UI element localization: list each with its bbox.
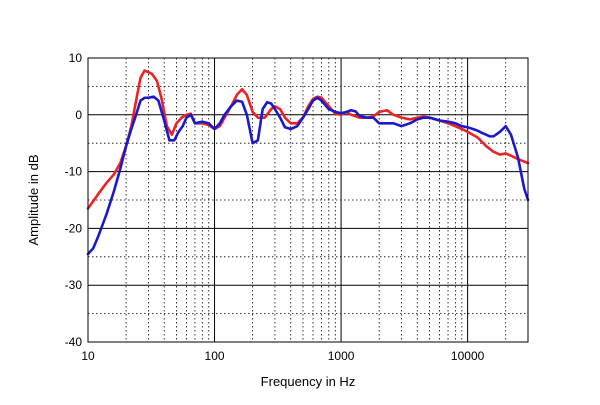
y-tick-label: 10 [69,51,83,65]
y-tick-label: -20 [65,221,83,235]
y-tick-label: -10 [65,165,83,179]
series-line-2 [86,95,530,256]
grid-lines [88,58,528,342]
tick-labels: 10 100 1000 10000 -40 -30 -20 -10 0 10 [65,51,485,363]
series-group [86,69,530,256]
plot-frame [87,57,529,343]
x-tick-label: 100 [205,349,225,363]
y-tick-label: -40 [65,335,83,349]
y-tick-label: 0 [75,108,82,122]
y-axis-label: Amplitude in dB [26,154,41,245]
y-tick-label: -30 [65,278,83,292]
x-tick-label: 1000 [328,349,355,363]
x-tick-label: 10000 [451,349,485,363]
x-axis-label: Frequency in Hz [261,374,356,389]
x-tick-label: 10 [81,349,95,363]
